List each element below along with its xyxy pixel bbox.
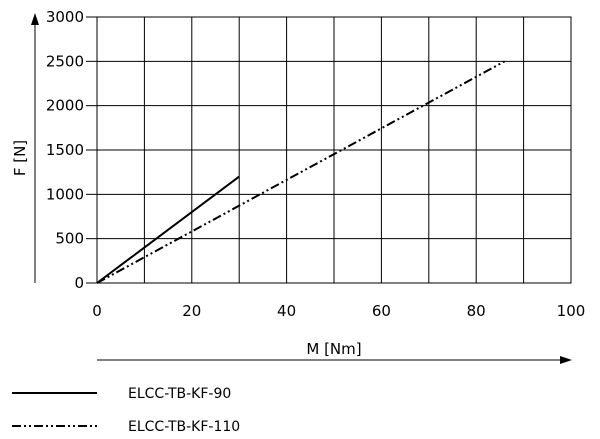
x-tick-label: 0 xyxy=(92,302,102,320)
y-tick-label: 1500 xyxy=(46,141,84,159)
x-axis-label: M [Nm] xyxy=(306,340,361,358)
legend: ELCC-TB-KF-90 ELCC-TB-KF-110 xyxy=(12,386,240,435)
series-lines xyxy=(96,60,506,284)
x-tick-label: 100 xyxy=(557,302,586,320)
x-tick-label: 80 xyxy=(467,302,486,320)
legend-label: ELCC-TB-KF-90 xyxy=(128,386,231,402)
y-tick-label: 0 xyxy=(74,274,84,292)
y-tick-label: 2000 xyxy=(46,97,84,115)
legend-label: ELCC-TB-KF-110 xyxy=(128,419,240,435)
x-axis-arrowhead xyxy=(560,356,572,364)
grid-lines xyxy=(96,16,572,284)
x-tick-label: 40 xyxy=(277,302,296,320)
y-axis-arrowhead xyxy=(31,13,39,25)
y-axis-label: F [N] xyxy=(11,140,29,176)
y-tick-labels: 0 500 1000 1500 2000 2500 3000 xyxy=(46,8,97,292)
series-line xyxy=(96,175,240,284)
x-tick-label: 20 xyxy=(182,302,201,320)
y-tick-label: 2500 xyxy=(46,52,84,70)
y-tick-label: 500 xyxy=(55,230,84,248)
series-line xyxy=(96,60,506,284)
x-tick-label: 60 xyxy=(372,302,391,320)
y-tick-label: 3000 xyxy=(46,8,84,26)
x-tick-labels: 0 20 40 60 80 100 xyxy=(92,302,585,320)
y-tick-label: 1000 xyxy=(46,185,84,203)
